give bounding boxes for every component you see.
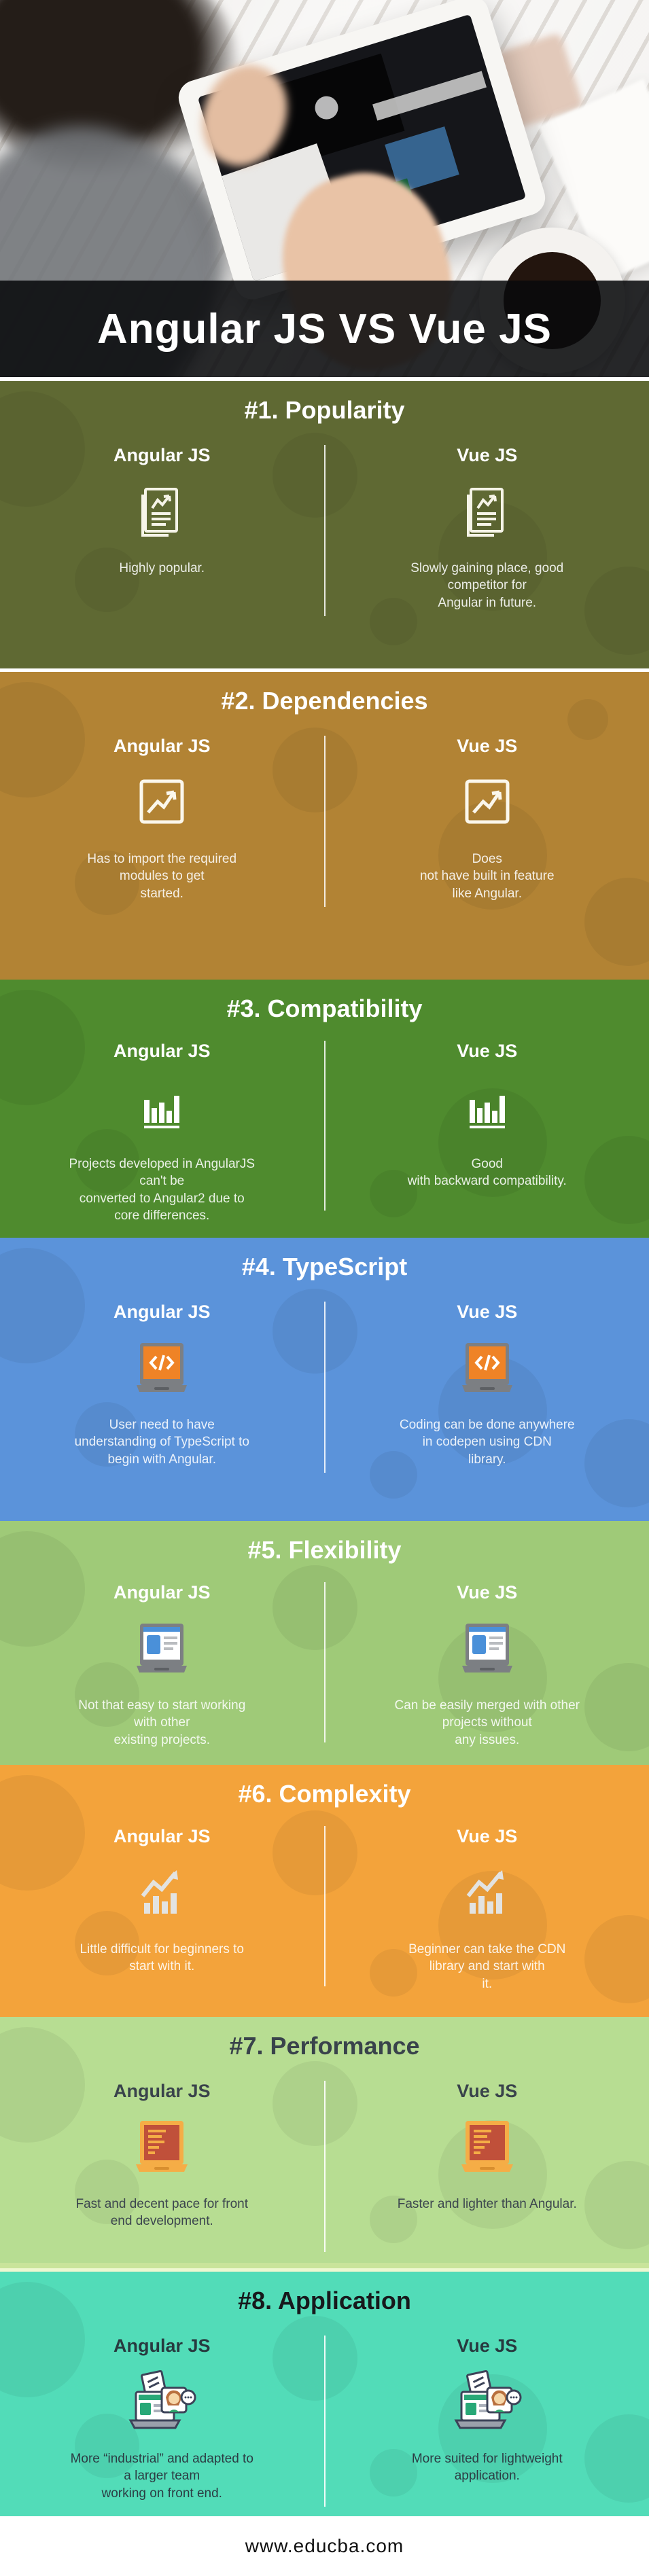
angular-description: Little difficult for beginners to start …: [80, 1942, 244, 1974]
section-compatibility: #3. Compatibility Angular JS Projects de…: [0, 980, 649, 1238]
vue-column: Vue JS Begin: [326, 1826, 649, 1992]
column-divider: [323, 736, 326, 907]
section-dependencies: #2. Dependencies Angular JS Has to impor…: [0, 672, 649, 980]
vue-header: Vue JS: [457, 2081, 518, 2101]
hero-photo: Angular JS VS Vue JS: [0, 0, 649, 377]
tablet-profile-icon: [121, 2369, 203, 2433]
angular-description: Has to import the required modules to ge…: [87, 852, 237, 901]
laptop-code-icon: [450, 1336, 525, 1399]
column-divider: [323, 1582, 326, 1742]
angular-column: Angular JS Has to import the required mo…: [0, 736, 324, 902]
angular-description: Not that easy to start working with othe…: [78, 1698, 246, 1747]
vue-column: Vue JS Good with backward compatibility.: [326, 1041, 649, 1190]
vue-description: Coding can be done anywhere in codepen u…: [399, 1418, 575, 1467]
bar-chart-icon: [456, 1075, 519, 1138]
vue-header: Vue JS: [457, 1826, 518, 1846]
laptop-web-icon: [450, 1617, 525, 1679]
section-title: #5. Flexibility: [247, 1536, 402, 1564]
angular-header: Angular JS: [113, 445, 211, 465]
vue-description: Can be easily merged with other projects…: [394, 1698, 580, 1747]
vue-header: Vue JS: [457, 1041, 518, 1061]
growth-chart-icon: [453, 1861, 521, 1923]
angular-description: Projects developed in AngularJS can't be…: [69, 1157, 256, 1223]
column-divider: [323, 2336, 326, 2507]
section-performance: #7. Performance Angular JS: [0, 2017, 649, 2263]
angular-column: Angular JS L: [0, 1826, 324, 1975]
vue-description: More suited for lightweight application.: [411, 2452, 563, 2484]
growth-chart-icon: [128, 1861, 196, 1923]
angular-column: Angular JS: [0, 1582, 324, 1749]
section-typescript: #4. TypeScript Angular JS: [0, 1238, 649, 1521]
angular-header: Angular JS: [113, 2081, 211, 2101]
section-title: #7. Performance: [229, 2032, 420, 2060]
angular-description: More “industrial” and adapted to a large…: [70, 2452, 253, 2501]
vue-description: Does not have built in feature like Angu…: [419, 852, 555, 901]
title-bar: Angular JS VS Vue JS: [0, 281, 649, 377]
section-title: #6. Complexity: [238, 1780, 411, 1808]
vue-column: Vue JS Coding can be done any: [326, 1302, 649, 1468]
angular-header: Angular JS: [113, 1302, 211, 1322]
vue-header: Vue JS: [457, 2336, 518, 2356]
bar-chart-icon: [130, 1075, 193, 1138]
vue-column: Vue JS: [326, 1582, 649, 1749]
angular-column: Angular JS: [0, 2336, 324, 2502]
website-url: www.educba.com: [245, 2535, 404, 2556]
vue-description: Slowly gaining place, good competitor fo…: [410, 561, 564, 610]
separator: [0, 377, 649, 381]
section-application: #8. Application Angular JS: [0, 2272, 649, 2516]
column-divider: [323, 1302, 326, 1473]
separator: [0, 668, 649, 672]
column-divider: [323, 1826, 326, 1986]
vue-column: Vue JS: [326, 2336, 649, 2485]
trend-icon: [130, 770, 193, 833]
separator-band: [0, 2263, 649, 2272]
report-icon: [130, 480, 193, 542]
laptop-text-icon: [450, 2115, 525, 2178]
section-complexity: #6. Complexity Angular JS: [0, 1765, 649, 2017]
section-title: #8. Application: [238, 2287, 411, 2314]
vue-header: Vue JS: [457, 445, 518, 465]
section-title: #4. TypeScript: [241, 1253, 408, 1281]
angular-header: Angular JS: [113, 2336, 211, 2356]
vue-column: Vue JS: [326, 2081, 649, 2213]
section-flexibility: #5. Flexibility Angular JS: [0, 1521, 649, 1765]
vue-column: Vue JS Does not have built in feature li…: [326, 736, 649, 902]
column-divider: [323, 1041, 326, 1211]
angular-description: Fast and decent pace for front end devel…: [75, 2197, 249, 2229]
footer: www.educba.com: [0, 2516, 649, 2575]
angular-description: User need to have understanding of TypeS…: [74, 1418, 249, 1467]
angular-column: Angular JS Highly popular.: [0, 445, 324, 577]
angular-column: Angular JS Projects developed in Angular…: [0, 1041, 324, 1225]
angular-header: Angular JS: [113, 1582, 211, 1603]
vue-header: Vue JS: [457, 736, 518, 756]
section-title: #2. Dependencies: [221, 687, 428, 715]
tablet-profile-icon: [446, 2369, 528, 2433]
angular-header: Angular JS: [113, 736, 211, 756]
section-popularity: #1. Popularity Angular JS Highly popular…: [0, 381, 649, 668]
angular-column: Angular JS User need to have: [0, 1302, 324, 1468]
vue-description: Good with backward compatibility.: [407, 1157, 567, 1189]
vue-header: Vue JS: [457, 1302, 518, 1322]
column-divider: [323, 445, 326, 616]
report-icon: [456, 480, 519, 542]
laptop-code-icon: [124, 1336, 199, 1399]
angular-header: Angular JS: [113, 1826, 211, 1846]
laptop-text-icon: [124, 2115, 199, 2178]
angular-column: Angular JS: [0, 2081, 324, 2230]
vue-header: Vue JS: [457, 1582, 518, 1603]
vue-description: Beginner can take the CDN library and st…: [408, 1942, 566, 1991]
column-divider: [323, 2081, 326, 2252]
section-title: #1. Popularity: [244, 396, 405, 424]
vue-description: Faster and lighter than Angular.: [397, 2197, 577, 2211]
page-title: Angular JS VS Vue JS: [97, 305, 552, 353]
trend-icon: [456, 770, 519, 833]
vue-column: Vue JS Slowly gaining place, good compet…: [326, 445, 649, 611]
angular-description: Highly popular.: [119, 561, 205, 575]
section-title: #3. Compatibility: [226, 995, 423, 1022]
angular-header: Angular JS: [113, 1041, 211, 1061]
laptop-web-icon: [124, 1617, 199, 1679]
